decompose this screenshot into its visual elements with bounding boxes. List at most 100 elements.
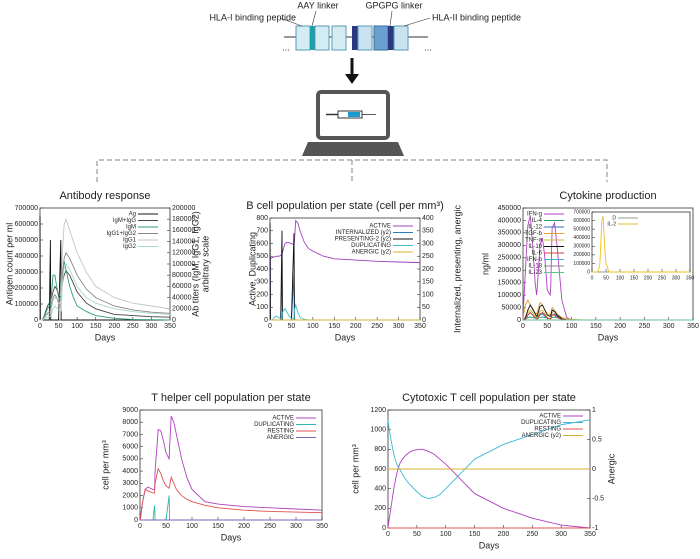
series-line <box>40 217 171 321</box>
y2-tick-label: -1 <box>592 525 598 532</box>
x-tick-label: 250 <box>639 323 651 330</box>
pointer <box>279 17 303 27</box>
legend-label: IFN-b <box>527 257 543 263</box>
x-tick-label: 200 <box>108 323 120 330</box>
legend-label: ANERGIC <box>267 435 295 441</box>
y-tick-label: 1000 <box>122 505 138 512</box>
legend-label: IL-4 <box>532 218 543 224</box>
chart: 0 50 100 150 200 250 300 350 0 200 400 600 800 1000 12… <box>350 392 616 550</box>
y-tick-label: 5000 <box>122 456 138 463</box>
legend-label: IFN-g <box>527 212 542 218</box>
x-tick-label: 200 <box>614 323 626 330</box>
peptide-block <box>393 25 409 51</box>
series-line <box>387 419 591 499</box>
chart-title: Cytokine production <box>559 190 656 202</box>
x-tick-label: 200 <box>498 531 510 538</box>
y-tick-label: 200000 <box>498 267 521 274</box>
legend-label: INTERNALIZED (y2) <box>336 230 391 236</box>
chart-title: Cytotoxic T cell population per state <box>402 392 576 404</box>
peptide-block <box>373 25 389 51</box>
y-tick-label: 500000 <box>573 226 590 232</box>
connector <box>96 159 608 182</box>
x-axis-label: Days <box>95 332 116 342</box>
x-tick-label: 0 <box>521 323 525 330</box>
legend-label: ACTIVE <box>539 414 561 420</box>
y2-axis-label: Ab titers (IgM, IgG1, IgG2) <box>190 211 200 317</box>
x-tick-label: 300 <box>393 323 405 330</box>
y-tick-label: 500000 <box>15 237 38 244</box>
pointer <box>311 10 317 27</box>
y-tick-label: 100 <box>256 304 268 311</box>
y-tick-label: 8000 <box>122 419 138 426</box>
series-line <box>139 415 323 521</box>
y-tick-label: 0 <box>264 317 268 324</box>
x-tick-label: 150 <box>630 275 639 281</box>
y-tick-label: 700 <box>256 228 268 235</box>
x-tick-label: 300 <box>290 523 302 530</box>
legend-label: DUPLICATING <box>254 422 294 428</box>
y-tick-label: 400 <box>256 266 268 273</box>
legend-label: DUPLICATING <box>521 420 561 426</box>
y-tick-label: 6000 <box>122 444 138 451</box>
gpgpg-linker <box>388 26 394 50</box>
x-tick-label: 100 <box>307 323 319 330</box>
y-tick-label: 400 <box>374 486 386 493</box>
chart: 0 50 100 150 200 250 300 350 0 50000 100000 150000 2… <box>480 190 699 342</box>
y-axis-label: ng/ml <box>480 253 490 275</box>
x-axis-label: Days <box>479 540 500 550</box>
plot-frame <box>139 409 323 521</box>
legend-label: RESTING <box>534 427 561 433</box>
y-tick-label: 400000 <box>573 235 590 241</box>
legend-label: IL-23 <box>528 270 542 276</box>
legend-label: IL-10 <box>528 244 542 250</box>
laptop-base <box>302 142 404 156</box>
chart-title: Antibody response <box>59 190 150 202</box>
y-tick-label: 300000 <box>498 242 521 249</box>
series-line <box>523 311 693 321</box>
x-tick-label: 50 <box>55 323 63 330</box>
y-tick-label: 4000 <box>122 468 138 475</box>
y2-tick-label: 20000 <box>172 306 192 313</box>
x-tick-label: 150 <box>590 323 602 330</box>
y-tick-label: 300000 <box>573 244 590 250</box>
x-tick-label: 300 <box>663 323 675 330</box>
y2-axis-label: Anergic <box>606 453 616 484</box>
y-axis-label: cell per mm³ <box>350 444 360 494</box>
legend-label: PRESENTING-2 (y2) <box>335 237 391 243</box>
chart: 0 50 100 150 200 250 300 3500100000200000300000… <box>4 190 210 342</box>
y-tick-label: 400000 <box>498 217 521 224</box>
legend-label: ANERGIC (y2) <box>352 250 391 256</box>
y2-tick-label: 100 <box>422 291 434 298</box>
hla2-label: HLA-II binding peptide <box>432 12 521 22</box>
legend-label: IL-18 <box>528 264 542 270</box>
peptide-block <box>295 25 311 51</box>
y-tick-label: 250000 <box>498 255 521 262</box>
chart: 0 50 100 150 200 250 300 3500100000200000300000… <box>573 209 694 281</box>
y-tick-label: 0 <box>382 525 386 532</box>
series-line <box>522 299 693 321</box>
x-tick-label: 200 <box>350 323 362 330</box>
y2-tick-label: 350 <box>422 228 434 235</box>
legend-label: IgM+IgG <box>113 218 137 224</box>
chart: 0 50 100 150 200 250 300 3500100200300400500600… <box>246 200 462 342</box>
legend-label: IL-2 <box>607 221 616 227</box>
y2-tick-label: 180000 <box>172 216 195 223</box>
y-tick-label: 7000 <box>122 431 138 438</box>
y-tick-label: 600 <box>374 466 386 473</box>
series-line <box>592 216 690 273</box>
y2-tick-label: -0.5 <box>592 495 604 502</box>
x-tick-label: 100 <box>186 523 198 530</box>
chart-title: T helper cell population per state <box>151 392 310 404</box>
y-tick-label: 450000 <box>498 205 521 212</box>
y2-axis-label: arbitrary scale <box>200 236 210 293</box>
y2-tick-label: 150 <box>422 279 434 286</box>
y2-tick-label: 160000 <box>172 227 195 234</box>
y-tick-label: 1200 <box>370 407 386 414</box>
y2-tick-label: 0 <box>422 317 426 324</box>
y2-tick-label: 200000 <box>172 205 195 212</box>
y-tick-label: 350000 <box>498 230 521 237</box>
x-tick-label: 250 <box>658 275 667 281</box>
x-tick-label: 350 <box>316 523 328 530</box>
x-tick-label: 150 <box>469 531 481 538</box>
hla1-label: HLA-I binding peptide <box>209 12 296 22</box>
